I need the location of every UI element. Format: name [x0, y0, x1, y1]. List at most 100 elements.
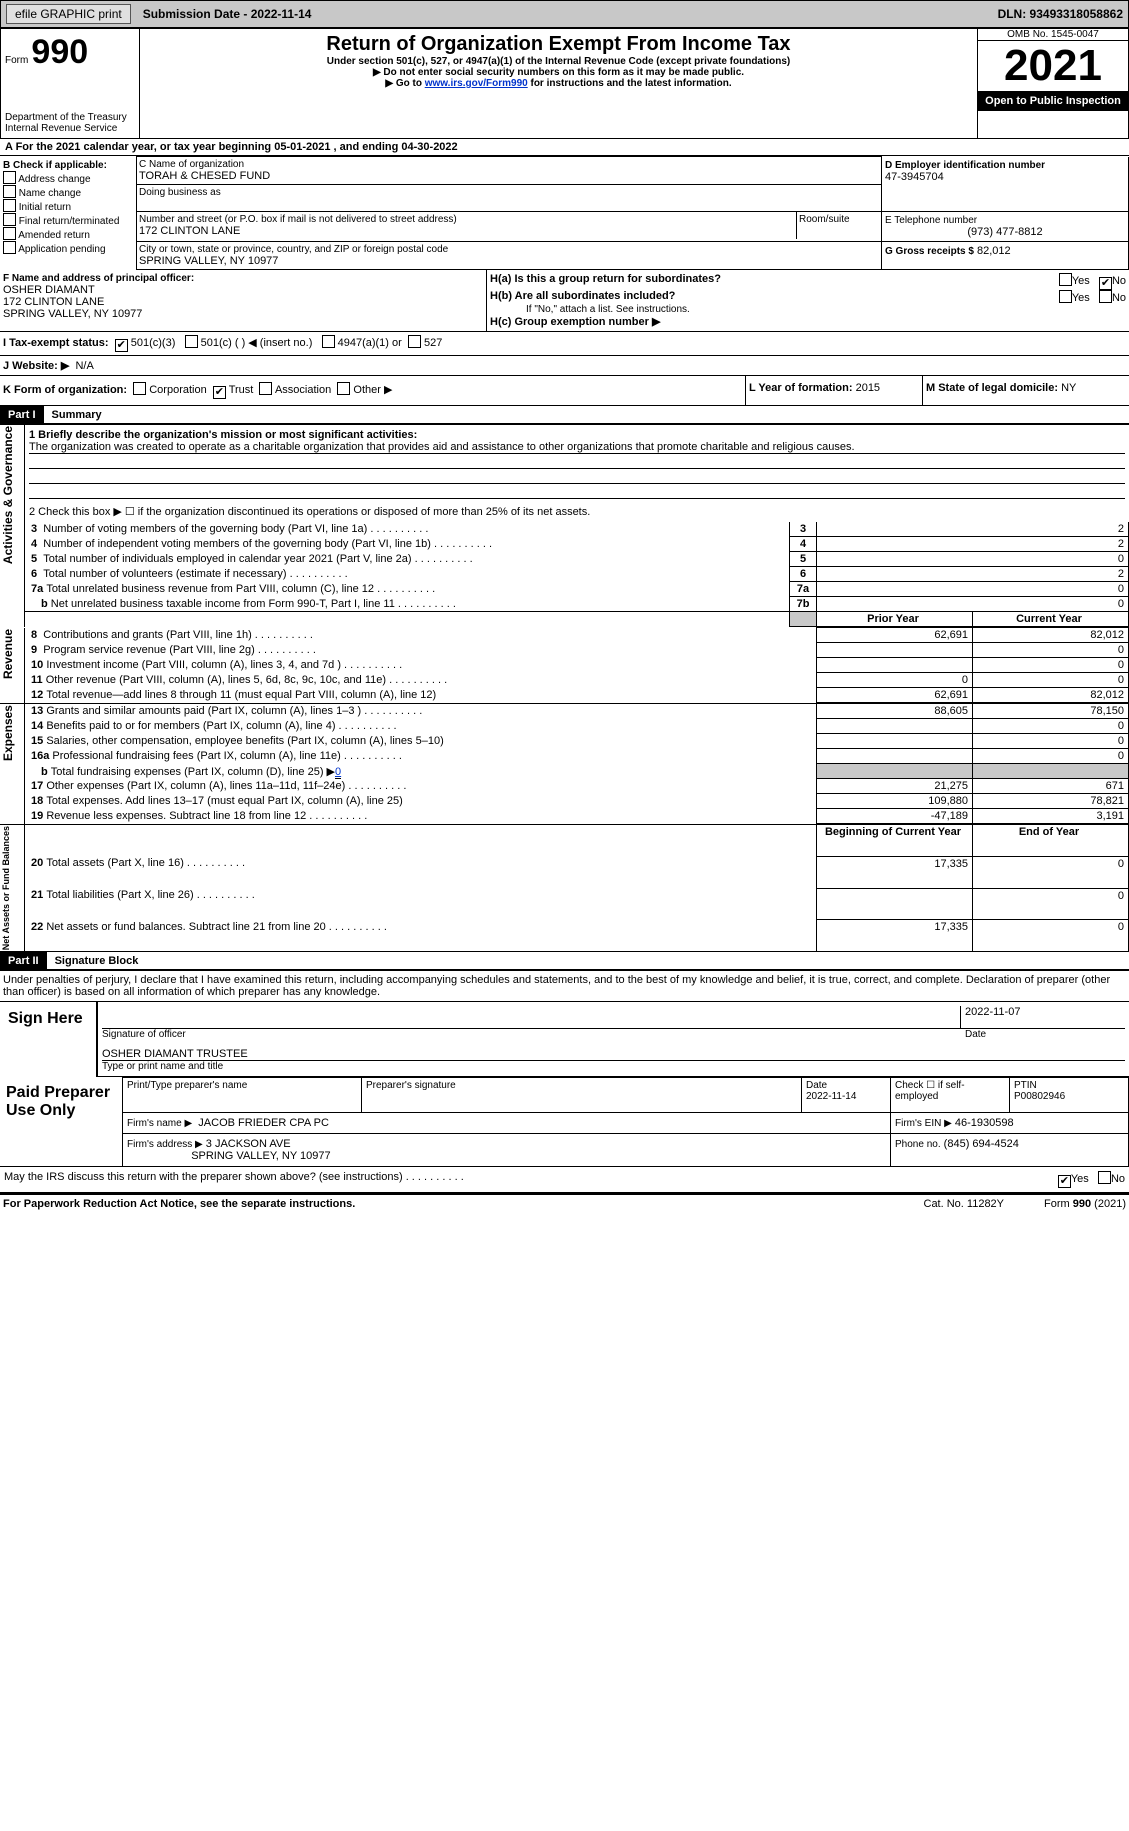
r16b-label: Total fundraising expenses (Part IX, col… — [51, 766, 335, 778]
r17-current: 671 — [973, 779, 1129, 794]
phone-label: Phone no. — [895, 1139, 941, 1150]
r15-label: Salaries, other compensation, employee b… — [46, 735, 443, 747]
q2-label: 2 Check this box ▶ ☐ if the organization… — [25, 501, 1129, 522]
k-corp: Corporation — [149, 384, 206, 396]
f-label: F Name and address of principal officer: — [3, 273, 483, 284]
r16b-extra: 0 — [335, 766, 341, 779]
firm-addr2: SPRING VALLEY, NY 10977 — [191, 1150, 330, 1162]
r10-n: 10 — [31, 659, 43, 671]
hb-label: H(b) Are all subordinates included? — [490, 290, 675, 302]
part2-header: Part II — [0, 952, 47, 970]
r19-label: Revenue less expenses. Subtract line 18 … — [46, 810, 367, 822]
r17-label: Other expenses (Part IX, column (A), lin… — [46, 780, 406, 792]
firm-ein: 46-1930598 — [955, 1117, 1014, 1129]
q1-blank3 — [29, 484, 1125, 499]
r5-val: 0 — [817, 552, 1129, 567]
officer-typed-label: Type or print name and title — [102, 1061, 1125, 1072]
r13-current: 78,150 — [973, 704, 1129, 719]
footer-pra: For Paperwork Reduction Act Notice, see … — [3, 1198, 924, 1210]
k-assoc: Association — [275, 384, 331, 396]
form-title: Return of Organization Exempt From Incom… — [144, 33, 973, 56]
r9-current: 0 — [973, 643, 1129, 658]
c-city: SPRING VALLEY, NY 10977 — [139, 255, 879, 267]
r16a-current: 0 — [973, 749, 1129, 764]
efile-print-button[interactable]: efile GRAPHIC print — [6, 4, 131, 24]
part1-header: Part I — [0, 406, 44, 424]
q1-blank2 — [29, 469, 1125, 484]
r8-label: Contributions and grants (Part VIII, lin… — [43, 629, 313, 641]
m-label: M State of legal domicile: — [926, 382, 1058, 394]
r21-current: 0 — [973, 888, 1129, 920]
r14-n: 14 — [31, 720, 43, 732]
r15-prior — [817, 734, 973, 749]
side-gov: Activities & Governance — [1, 426, 15, 564]
col-current: Current Year — [973, 612, 1129, 627]
irs-link[interactable]: www.irs.gov/Form990 — [425, 78, 528, 89]
period-mid: , and ending — [334, 141, 402, 153]
discuss-yes: Yes — [1071, 1173, 1089, 1185]
r10-label: Investment income (Part VIII, column (A)… — [46, 659, 402, 671]
r16b-prior — [817, 764, 973, 779]
hb-yes: Yes — [1072, 292, 1090, 304]
irs-label: Internal Revenue Service — [5, 123, 135, 134]
k-label: K Form of organization: — [3, 384, 127, 396]
firm-ein-label: Firm's EIN ▶ — [895, 1118, 952, 1129]
f-city: SPRING VALLEY, NY 10977 — [3, 308, 483, 320]
firm-addr-label: Firm's address ▶ — [127, 1139, 203, 1150]
r3-val: 2 — [817, 522, 1129, 537]
r22-prior: 17,335 — [817, 920, 973, 952]
r6-box: 6 — [790, 567, 817, 582]
topbar: efile GRAPHIC print Submission Date - 20… — [0, 0, 1129, 28]
c-name: TORAH & CHESED FUND — [139, 170, 879, 182]
prep-sig-label: Preparer's signature — [362, 1078, 802, 1113]
col-prior: Prior Year — [817, 612, 973, 627]
i-501c: 501(c) ( ) ◀ (insert no.) — [201, 337, 313, 349]
r14-label: Benefits paid to or for members (Part IX… — [46, 720, 396, 732]
j-value: N/A — [75, 360, 93, 372]
c-street: 172 CLINTON LANE — [139, 225, 794, 237]
r19-prior: -47,189 — [817, 809, 973, 824]
sig-officer-label: Signature of officer — [102, 1029, 965, 1040]
r20-prior: 17,335 — [817, 856, 973, 888]
r3-n: 3 — [31, 523, 37, 535]
i-label: I Tax-exempt status: — [3, 337, 109, 349]
r16b-current — [973, 764, 1129, 779]
side-exp: Expenses — [1, 705, 15, 761]
r15-n: 15 — [31, 735, 43, 747]
omb-number: OMB No. 1545-0047 — [978, 29, 1128, 41]
box-b-label: B Check if applicable: — [3, 160, 133, 171]
r5-box: 5 — [790, 552, 817, 567]
c-city-label: City or town, state or province, country… — [139, 244, 879, 255]
ck-name: Name change — [19, 188, 81, 199]
form-subtitle: Under section 501(c), 527, or 4947(a)(1)… — [144, 56, 973, 67]
ck-final: Final return/terminated — [19, 216, 120, 227]
footer-form: Form 990 (2021) — [1044, 1198, 1126, 1210]
dept-treasury: Department of the Treasury — [5, 112, 135, 123]
firm-addr1: 3 JACKSON AVE — [206, 1138, 291, 1150]
side-rev: Revenue — [1, 629, 15, 679]
hb-no: No — [1112, 292, 1126, 304]
r10-current: 0 — [973, 658, 1129, 673]
ck-pending: Application pending — [18, 244, 105, 255]
period-prefix: A For the 2021 calendar year, or tax yea… — [5, 141, 274, 153]
r21-label: Total liabilities (Part X, line 26) — [46, 889, 254, 901]
i-527: 527 — [424, 337, 442, 349]
r9-n: 9 — [31, 644, 37, 656]
discuss: May the IRS discuss this return with the… — [4, 1171, 1058, 1188]
r4-n: 4 — [31, 538, 37, 550]
ck-amended: Amended return — [18, 230, 90, 241]
k-trust: Trust — [229, 384, 254, 396]
r7a-box: 7a — [790, 582, 817, 597]
c-room-label: Room/suite — [797, 212, 882, 239]
tax-year: 2021 — [978, 41, 1128, 91]
dln: DLN: 93493318058862 — [998, 7, 1123, 21]
r16a-prior — [817, 749, 973, 764]
period-begin: 05-01-2021 — [274, 141, 330, 153]
form-number: 990 — [31, 33, 88, 71]
r11-prior: 0 — [817, 673, 973, 688]
ptin: P00802946 — [1014, 1091, 1065, 1102]
k-other: Other ▶ — [353, 384, 392, 396]
r6-val: 2 — [817, 567, 1129, 582]
sig-date-label: Date — [965, 1029, 1125, 1040]
r20-current: 0 — [973, 856, 1129, 888]
